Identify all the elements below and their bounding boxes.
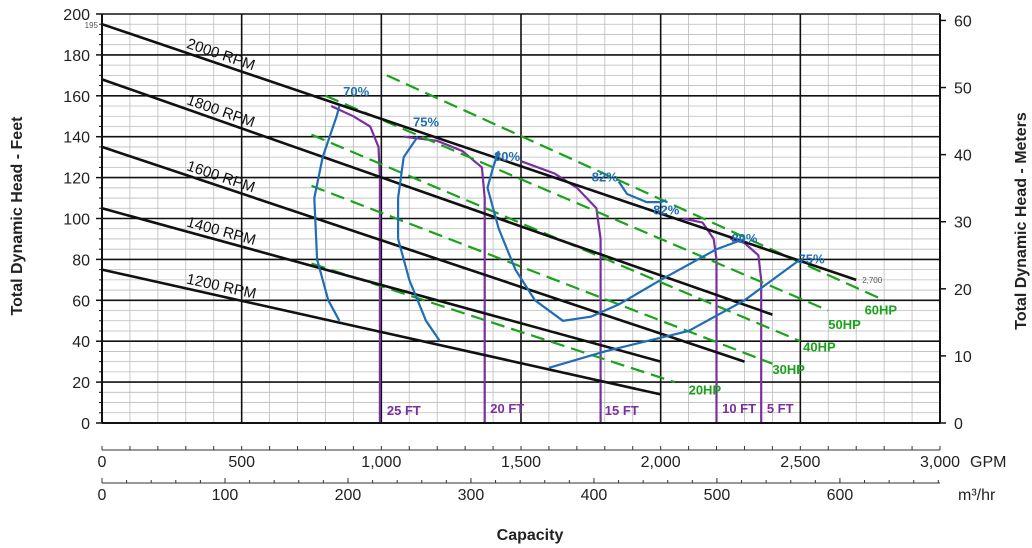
y-tick-label-feet: 180 [63, 48, 90, 65]
hp-label: 20HP [689, 382, 722, 397]
x-tick-label-gpm: 1,500 [501, 454, 541, 471]
x-tick-label-m3hr: 0 [98, 487, 107, 504]
efficiency-curve [548, 258, 801, 369]
y-tick-label-meters: 50 [954, 81, 972, 98]
hp-label: 60HP [865, 303, 898, 318]
x-tick-label-m3hr: 100 [212, 487, 239, 504]
npsh-label: 20 FT [490, 401, 524, 416]
x-tick-label-m3hr: 300 [458, 487, 485, 504]
y-tick-label-feet: 20 [72, 375, 90, 392]
rpm-label: 2000 RPM [185, 35, 258, 74]
x-tick-label-m3hr: 400 [581, 487, 608, 504]
efficiency-curve [397, 136, 441, 342]
rpm-label: 1200 RPM [185, 271, 258, 303]
chart-axes: 0 20 40 60 80 100 120 140 160 180 200 0 10 20 30 40 50 60… [63, 7, 1006, 504]
rpm-label: 1600 RPM [185, 158, 258, 197]
y-tick-label-feet: 120 [63, 171, 90, 188]
rpm-label: 1800 RPM [184, 92, 257, 131]
rpm-curve [101, 145, 745, 363]
efficiency-curve [617, 181, 667, 204]
efficiency-curve [486, 150, 745, 322]
x-tick-label-gpm: 0 [98, 454, 107, 471]
x-tick-label-gpm: 2,500 [780, 454, 820, 471]
annotation-start-head: 195 [85, 21, 99, 30]
efficiency-label: 80% [494, 149, 520, 164]
npsh-label: 5 FT [767, 401, 794, 416]
x-tick-label-gpm: 500 [228, 454, 255, 471]
rpm-curve [101, 207, 662, 363]
y-tick-label-meters: 0 [954, 416, 963, 433]
y-tick-label-feet: 160 [63, 89, 90, 106]
y-tick-label-feet: 140 [63, 130, 90, 147]
x-tick-label-gpm: 3,000 [920, 454, 960, 471]
m3hr-unit-label: m³/hr [958, 487, 996, 504]
y-tick-label-feet: 100 [63, 212, 90, 229]
efficiency-label: 70% [343, 84, 369, 99]
y-tick-label-meters: 40 [954, 148, 972, 165]
rpm-curve [101, 22, 857, 282]
y-tick-label-feet: 60 [72, 293, 90, 310]
npsh-curve [682, 217, 718, 423]
y-tick-label-meters: 10 [954, 349, 972, 366]
hp-curve [311, 184, 773, 365]
gpm-unit-label: GPM [970, 454, 1006, 471]
efficiency-label: 82% [592, 170, 618, 185]
rpm-curve [101, 78, 773, 316]
efficiency-label: 75% [413, 114, 439, 129]
x-axis-title: Capacity [497, 527, 564, 544]
y-tick-label-feet: 40 [72, 334, 90, 351]
y-axis-title-left: Total Dynamic Head - Feet [9, 116, 26, 316]
npsh-curve [520, 160, 602, 423]
hp-label: 30HP [772, 362, 805, 377]
x-tick-label-m3hr: 600 [827, 487, 854, 504]
efficiency-label: 82% [653, 202, 679, 217]
efficiency-label: 80% [731, 231, 757, 246]
x-tick-label-m3hr: 500 [704, 487, 731, 504]
x-tick-label-gpm: 1,000 [361, 454, 401, 471]
y-tick-label-meters: 30 [954, 215, 972, 232]
hp-curve [325, 94, 829, 312]
y-tick-label-feet: 80 [72, 252, 90, 269]
y-tick-label-meters: 20 [954, 282, 972, 299]
efficiency-curve [313, 105, 341, 322]
y-axis-title-right: Total Dynamic Head - Meters [1013, 112, 1030, 330]
npsh-label: 15 FT [605, 403, 639, 418]
y-tick-label-meters: 60 [954, 13, 972, 30]
efficiency-label: 75% [798, 251, 824, 266]
chart-grid [101, 13, 941, 424]
x-tick-label-m3hr: 200 [335, 487, 362, 504]
hp-label: 50HP [828, 317, 861, 332]
npsh-curve [330, 105, 381, 423]
chart-curves [101, 22, 885, 423]
annotation-end-flow: 2,700 [862, 276, 883, 285]
npsh-label: 25 FT [387, 403, 421, 418]
hp-label: 40HP [803, 339, 836, 354]
npsh-label: 10 FT [722, 401, 756, 416]
hp-curve [386, 74, 885, 302]
y-tick-label-feet: 0 [81, 416, 90, 433]
x-tick-label-gpm: 2,000 [641, 454, 681, 471]
rpm-curve [101, 268, 661, 396]
y-tick-label-feet: 200 [63, 7, 90, 24]
